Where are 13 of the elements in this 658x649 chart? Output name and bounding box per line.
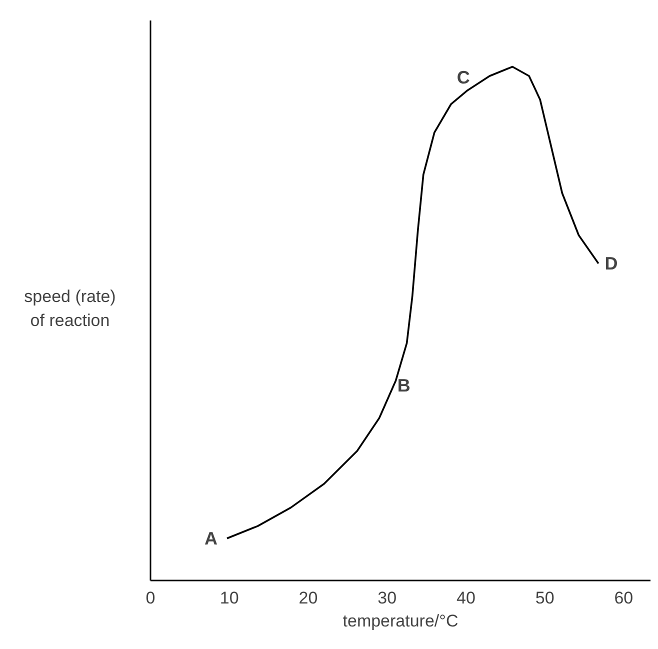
x-tick-label: 10 [220,588,239,608]
x-tick-label: 60 [614,588,634,608]
annotation: B [397,375,410,396]
y-axis-title: speed (rate) of reaction [24,286,116,332]
annotation: C [456,67,470,88]
x-tick-label: 50 [535,588,554,608]
x-tick-label: 0 [146,588,156,608]
x-tick-label: 20 [298,588,318,608]
annotation: A [204,528,218,548]
x-tick-label: 30 [378,588,397,608]
x-axis-title: temperature/°C [342,612,458,630]
annotation: D [604,254,618,274]
x-tick-label: 40 [456,588,476,608]
